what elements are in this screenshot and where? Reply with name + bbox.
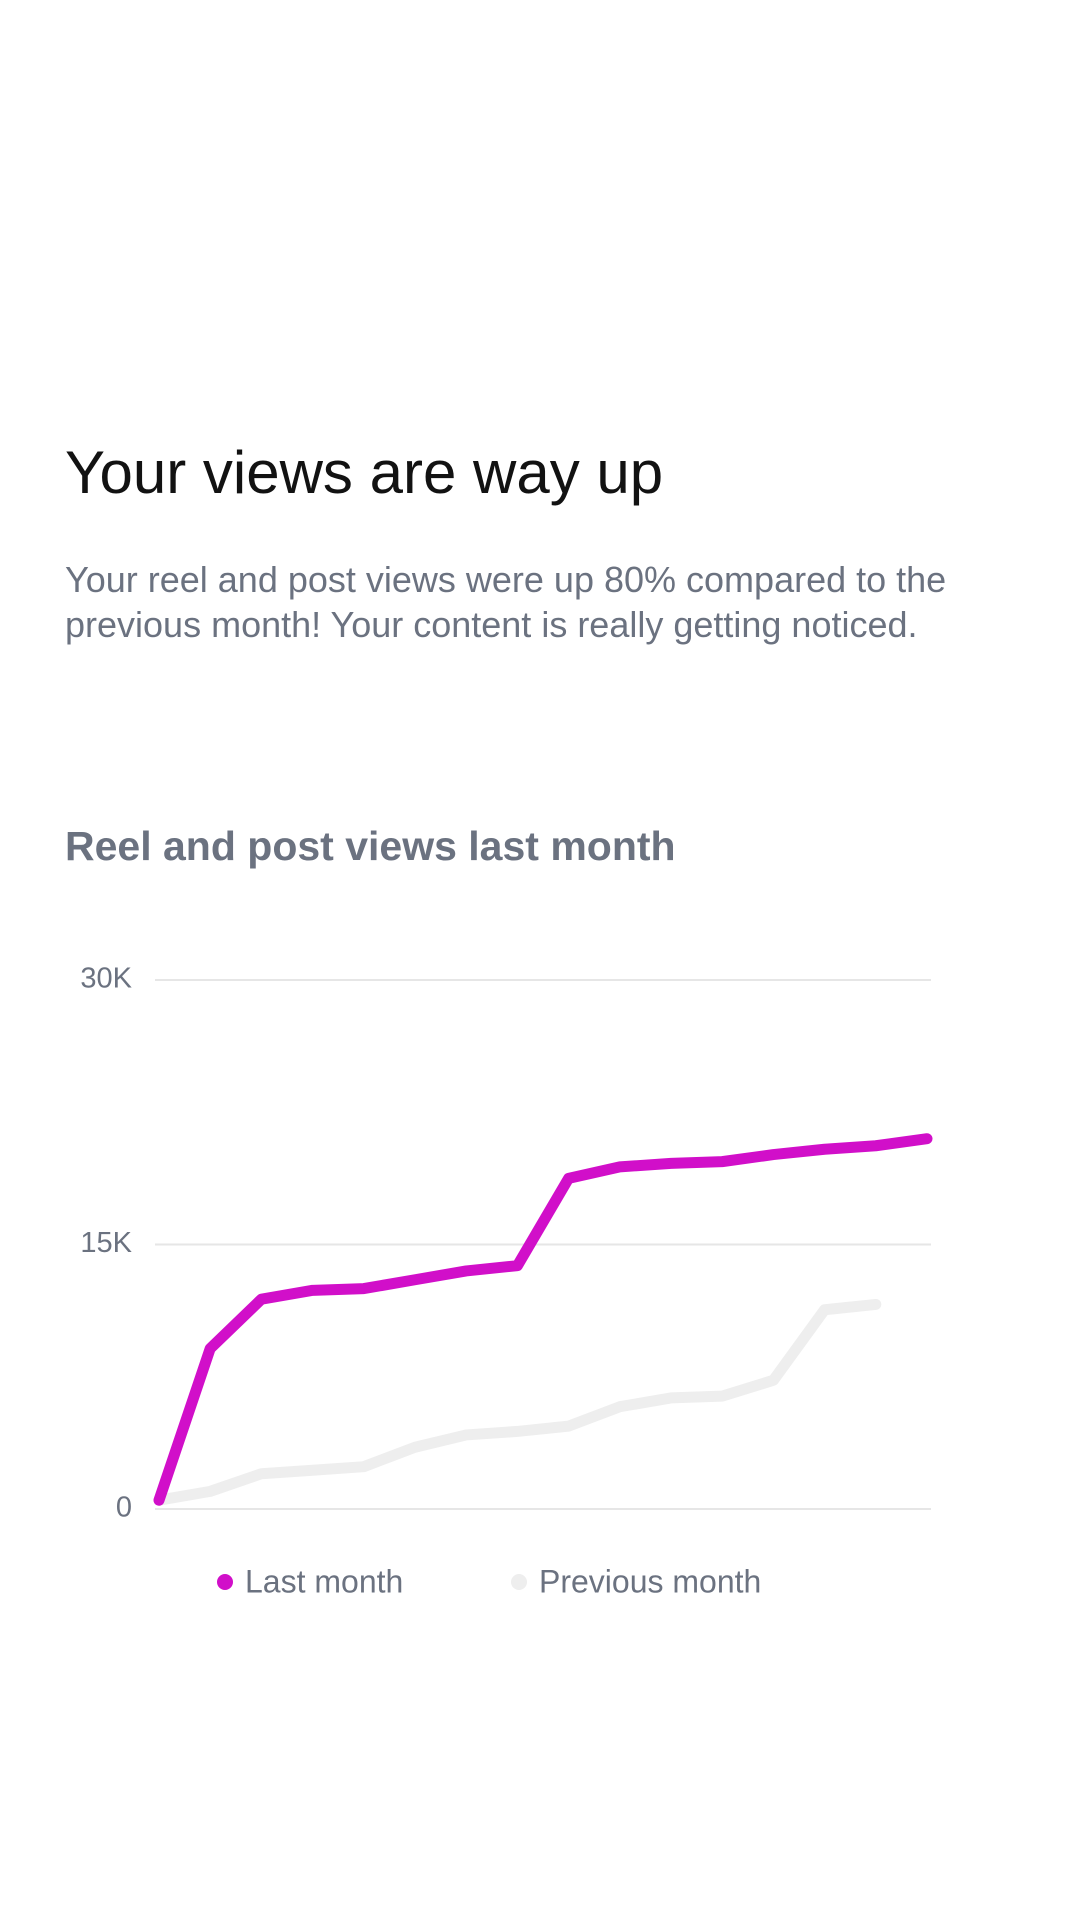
legend-label: Last month [245,1563,403,1599]
headline: Your views are way up [65,439,664,506]
legend-dot [217,1574,233,1590]
legend-dot [511,1574,527,1590]
y-tick-label: 0 [116,1492,132,1524]
y-tick-label: 30K [80,963,132,995]
line-series [153,1298,882,1506]
description: Your reel and post views were up 80% com… [65,559,947,645]
chart-title: Reel and post views last month [65,823,676,869]
y-tick-label: 15K [80,1227,132,1259]
legend-label: Previous month [539,1563,761,1599]
line-series [153,1133,933,1506]
